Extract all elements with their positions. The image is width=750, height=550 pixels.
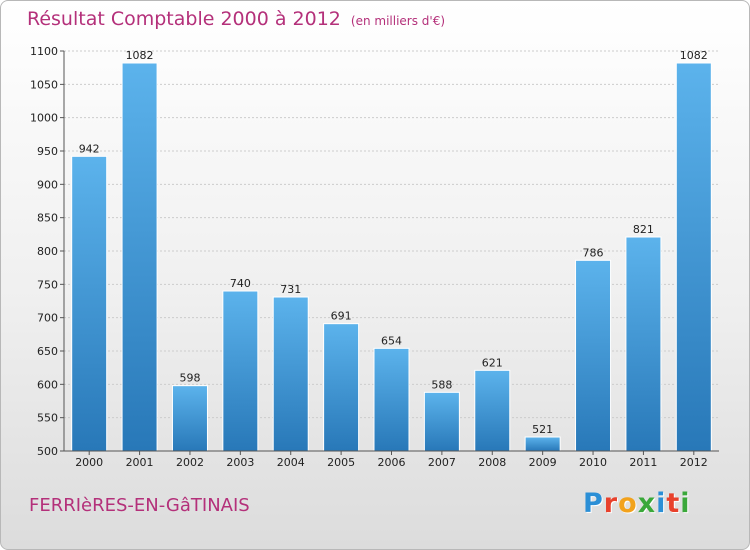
data-label-2002: 598 [179, 372, 200, 385]
chart-title: Résultat Comptable 2000 à 2012 (en millie… [27, 8, 445, 30]
labels: 500 550 600 650 700 750 800 850 900 950 1000 1050 11… [30, 45, 708, 469]
x-tick-label: 2008 [478, 456, 506, 469]
data-label-2004: 731 [280, 283, 301, 296]
x-tick-label: 2006 [378, 456, 406, 469]
bar-2007 [423, 391, 460, 452]
logo-letter: P [583, 488, 604, 519]
logo-letter: r [603, 488, 619, 519]
x-tick-label: 2007 [428, 456, 456, 469]
y-tick-label: 1000 [30, 112, 58, 125]
bar-2008 [474, 369, 511, 452]
data-label-2010: 786 [583, 246, 604, 259]
y-tick-label: 700 [37, 312, 58, 325]
data-label-2006: 654 [381, 334, 402, 347]
data-label-2008: 621 [482, 356, 503, 369]
chart-subtitle: (en milliers d'€) [350, 14, 446, 28]
logo-letter: x [637, 488, 657, 519]
data-label-2003: 740 [230, 277, 251, 290]
bar-2000 [71, 155, 108, 452]
y-tick-label: 900 [37, 178, 58, 191]
x-tick-label: 2012 [680, 456, 708, 469]
y-tick-label: 1050 [30, 78, 58, 91]
logo-letter: t [666, 488, 681, 519]
x-tick-label: 2009 [529, 456, 557, 469]
x-tick-label: 2004 [277, 456, 305, 469]
bar-2012 [675, 62, 712, 452]
x-tick-label: 2002 [176, 456, 204, 469]
chart-title-text: Résultat Comptable 2000 à 2012 [27, 8, 341, 30]
y-tick-label: 1100 [30, 45, 58, 58]
bar-2010 [575, 259, 612, 452]
data-label-2012: 1082 [680, 49, 708, 62]
y-tick-label: 850 [37, 212, 58, 225]
bar-2003 [222, 290, 259, 452]
bar-2006 [373, 347, 410, 452]
data-label-2007: 588 [431, 378, 452, 391]
y-tick-label: 650 [37, 345, 58, 358]
y-tick-label: 800 [37, 245, 58, 258]
y-tick-label: 550 [37, 412, 58, 425]
x-tick-label: 2005 [327, 456, 355, 469]
y-tick-label: 750 [37, 278, 58, 291]
y-tick-label: 500 [37, 445, 58, 458]
bar-2009 [524, 436, 561, 452]
bar-2002 [171, 385, 208, 452]
data-label-2001: 1082 [126, 49, 154, 62]
logo-letter: i [680, 488, 691, 519]
data-label-2000: 942 [79, 142, 100, 155]
bar-2004 [272, 296, 309, 452]
axes [60, 50, 719, 455]
bars [71, 62, 712, 452]
bar-2005 [323, 323, 360, 452]
data-label-2009: 521 [532, 423, 553, 436]
y-tick-label: 600 [37, 378, 58, 391]
y-tick-label: 950 [37, 145, 58, 158]
x-tick-label: 2000 [75, 456, 103, 469]
bar-2001 [121, 62, 158, 452]
data-label-2005: 691 [331, 310, 352, 323]
x-tick-label: 2010 [579, 456, 607, 469]
x-tick-label: 2003 [226, 456, 254, 469]
logo-letter: o [618, 488, 638, 519]
x-tick-label: 2001 [126, 456, 154, 469]
bar-2011 [625, 236, 662, 452]
commune-name: FERRIèRES-EN-GâTINAIS [29, 495, 250, 516]
proxiti-logo: Proxiti [583, 488, 691, 519]
data-label-2011: 821 [633, 223, 654, 236]
logo-letter: i [656, 488, 667, 519]
x-tick-label: 2011 [629, 456, 657, 469]
